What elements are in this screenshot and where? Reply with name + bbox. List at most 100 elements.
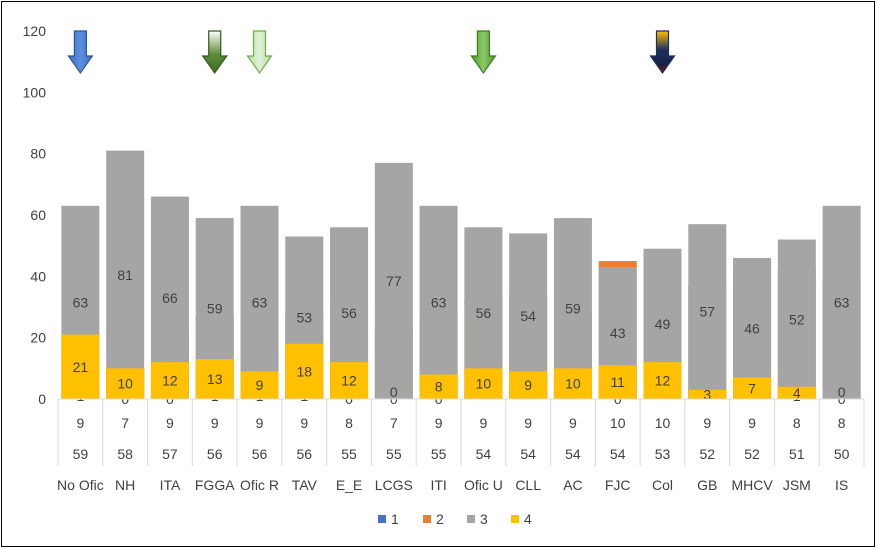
y-tick-label: 100 [23,84,47,100]
legend-label-2: 2 [436,511,444,527]
category-row1-label: 9 [256,415,264,431]
data-label-series-4: 10 [565,376,581,392]
data-label-series-3: 56 [341,305,357,321]
bar-segment-series-4 [598,365,637,399]
bar-segment-series-3 [106,150,145,399]
category-label: E_E [336,477,362,493]
y-tick-label: 20 [30,330,46,346]
y-tick-label: 40 [30,268,46,284]
legend-swatch-2 [423,515,431,523]
data-label-series-4: 10 [117,376,133,392]
y-tick-label: 80 [30,146,46,162]
data-label-series-3: 57 [699,304,715,320]
data-label-series-3: 63 [834,294,850,310]
legend-label-1: 1 [391,511,399,527]
data-label-series-3: 66 [162,290,178,306]
category-row1-label: 9 [435,415,443,431]
bar-segment-series-4 [419,374,458,399]
category-row1-label: 9 [569,415,577,431]
category-label: FGGA [195,477,235,493]
category-row1-label: 9 [703,415,711,431]
data-label-series-4: 4 [793,385,801,401]
data-label-series-3: 63 [73,294,89,310]
bar-segment-series-4 [643,362,682,399]
category-label: Ofic R [240,477,279,493]
category-label: IS [835,477,848,493]
category-row2-label: 54 [476,446,492,462]
category-label: ITI [430,477,446,493]
category-label: TAV [292,477,318,493]
bar-segment-series-3 [822,205,861,399]
category-row2-label: 52 [699,446,715,462]
category-row2-label: 56 [207,446,223,462]
data-label-series-4: 12 [162,373,178,389]
data-label-series-3: 49 [655,316,671,332]
category-label: AC [563,477,582,493]
category-row2-label: 54 [565,446,581,462]
category-row2-label: 52 [744,446,760,462]
category-row1-label: 9 [479,415,487,431]
category-label: JSM [783,477,811,493]
category-labels: 9 59 No Ofic 7 58 NH 9 57 ITA 9 56 FGGA 9 56 Ofic R 9 56… [57,399,865,493]
arrow-marker-fgga [201,30,228,75]
data-label-series-3: 63 [252,294,268,310]
category-row1-label: 8 [793,415,801,431]
category-row2-label: 55 [386,446,402,462]
category-row1-label: 9 [166,415,174,431]
data-label-series-3: 43 [610,325,626,341]
data-label-series-4: 11 [610,374,625,390]
bar-segment-series-4 [509,371,548,399]
category-row2-label: 56 [296,446,312,462]
arrow-marker-col [649,30,676,75]
category-label: LCGS [375,477,413,493]
category-row2-label: 58 [117,446,133,462]
y-tick-label: 60 [30,207,46,223]
bar-segment-series-4 [553,368,592,399]
category-row2-label: 59 [73,446,89,462]
data-label-series-4: 21 [73,359,89,375]
data-label-series-4: 0 [390,384,398,400]
data-label-series-3: 77 [386,273,402,289]
data-label-series-3: 54 [520,308,536,324]
arrow-marker-ofic-r [246,30,273,75]
category-row1-label: 7 [390,415,398,431]
data-label-series-3: 63 [431,294,447,310]
data-label-series-4: 12 [341,373,357,389]
category-label: MHCV [731,477,773,493]
legend-label-4: 4 [524,511,532,527]
bar-segment-series-3 [374,162,413,399]
highlight-arrows [67,30,676,75]
legend: 1 2 3 4 [378,511,532,527]
bar-segment-series-3 [240,205,279,399]
legend-swatch-1 [378,515,386,523]
category-row1-label: 8 [345,415,353,431]
category-row1-label: 9 [300,415,308,431]
category-row2-label: 55 [431,446,447,462]
category-row1-label: 8 [838,415,846,431]
legend-label-3: 3 [480,511,488,527]
legend-swatch-4 [511,515,519,523]
category-row2-label: 55 [341,446,357,462]
category-label: CLL [515,477,541,493]
category-label: FJC [605,477,631,493]
category-row2-label: 51 [789,446,805,462]
category-row2-label: 53 [655,446,671,462]
data-label-series-4: 7 [748,380,756,396]
bar-segment-series-4 [240,371,279,399]
data-label-series-3: 53 [296,310,312,326]
data-label-series-3: 46 [744,320,760,336]
category-row1-label: 10 [655,415,671,431]
data-label-series-4: 10 [476,376,492,392]
data-label-series-3: 59 [565,301,581,317]
category-row1-label: 9 [524,415,532,431]
bar-segment-series-4 [195,359,234,399]
bar-segment-series-4 [330,362,369,399]
bar-segment-series-3 [777,239,816,399]
data-label-series-4: 8 [435,379,443,395]
data-label-series-4: 12 [655,373,671,389]
category-label: Ofic U [464,477,503,493]
data-label-series-4: 9 [256,377,264,393]
data-label-series-4: 3 [703,386,711,402]
bar-segment-series-4 [464,368,503,399]
